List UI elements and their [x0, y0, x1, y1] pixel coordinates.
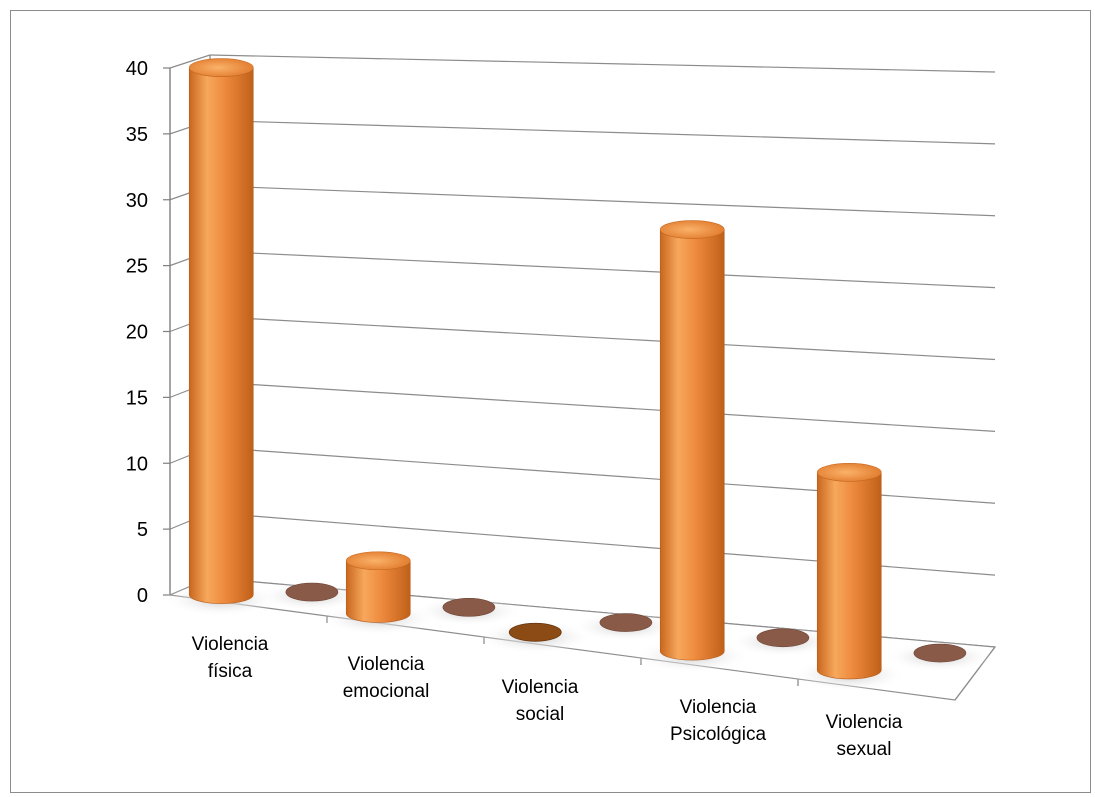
side-gridline: [169, 54, 211, 69]
y-tick-label: 0: [137, 585, 148, 607]
gridline: [209, 54, 996, 73]
y-tick-label: 15: [126, 387, 148, 409]
y-tick-label: 25: [126, 256, 148, 278]
gridline: [209, 250, 996, 289]
gridline: [209, 381, 996, 432]
x-category-label: Psicológica: [670, 724, 767, 745]
bar-series2: [913, 643, 967, 663]
y-tick-label: 20: [126, 322, 148, 344]
x-category-label: Violencia: [192, 634, 269, 655]
x-category-label: Violencia: [348, 654, 425, 675]
y-tick-label: 10: [126, 453, 148, 475]
bar-series1: [659, 229, 725, 661]
bar-series1-cap: [188, 58, 254, 77]
bar-series2: [285, 582, 339, 602]
bar-series1-cap: [816, 463, 882, 482]
y-tick-label: 5: [137, 519, 148, 541]
y-tick-label: 40: [126, 58, 148, 80]
chart-area: [10, 10, 1091, 793]
bar-series1-cap: [659, 220, 725, 239]
gridline: [209, 185, 996, 217]
x-category-label: Violencia: [680, 697, 757, 718]
y-tick-label: 35: [126, 124, 148, 146]
x-category-label: emocional: [343, 681, 430, 702]
bar-series2: [599, 613, 653, 632]
y-tick-label: 30: [126, 190, 148, 212]
x-category-label: sexual: [837, 739, 892, 760]
x-category-label: Violencia: [502, 677, 579, 698]
gridline: [209, 315, 996, 361]
bar-series1-cap: [345, 551, 411, 571]
bar-series1: [188, 67, 254, 604]
bar-series2: [756, 628, 810, 648]
bar-series1: [816, 472, 882, 680]
x-category-label: social: [516, 704, 565, 725]
x-category-label: física: [208, 661, 253, 682]
gridline: [209, 119, 996, 145]
bar-series1: [508, 622, 562, 642]
x-category-label: Violencia: [826, 712, 903, 733]
bar-series2: [442, 598, 496, 617]
